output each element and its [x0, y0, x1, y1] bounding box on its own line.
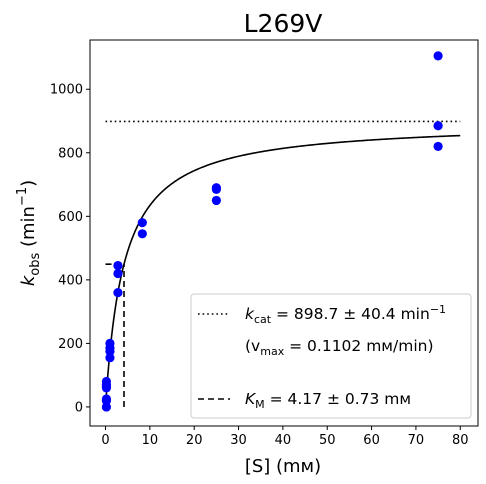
y-axis-label-unit: (min — [18, 206, 39, 253]
x-tick-label: 10 — [142, 433, 159, 448]
legend-km-label: KM = 4.17 ± 0.73 mм — [245, 390, 411, 411]
plot-frame — [89, 39, 479, 427]
plot-area — [101, 51, 461, 412]
y-tick-label: 800 — [58, 146, 83, 161]
data-point — [101, 402, 112, 412]
y-axis-label-sub: obs — [28, 253, 43, 276]
x-tick-label: 40 — [275, 433, 292, 448]
legend-vmax-sub: max — [260, 345, 284, 358]
y-axis-label-unit-sup: −1 — [15, 187, 30, 206]
x-tick-label: 0 — [101, 433, 109, 448]
data-point — [137, 218, 147, 228]
y-tick-label: 0 — [75, 400, 83, 415]
legend-km-sub: M — [255, 398, 265, 411]
chart-title: L269V — [244, 9, 323, 38]
legend-km-main: K — [245, 390, 257, 408]
legend-vmax-post: = 0.1102 mм/min) — [284, 337, 433, 355]
x-axis-label: [S] (mм) — [245, 456, 321, 477]
legend-vmax-pre: (v — [245, 337, 260, 355]
data-point — [113, 268, 123, 279]
legend-km-value: = 4.17 ± 0.73 mм — [265, 390, 411, 408]
x-tick-label: 70 — [408, 433, 425, 448]
data-point — [433, 51, 443, 61]
data-point — [211, 195, 221, 206]
x-tick-label: 50 — [319, 433, 336, 448]
x-tick-label: 80 — [452, 433, 469, 448]
legend-kcat-sub: cat — [254, 313, 272, 326]
y-axis-label: kobs (min−1) — [15, 180, 43, 286]
y-tick-label: 600 — [58, 210, 83, 225]
y-axis-label-unit-close: ) — [18, 180, 39, 187]
legend-vmax-label: (vmax = 0.1102 mм/min) — [245, 337, 434, 358]
legend-kcat-main: k — [245, 305, 255, 323]
data-point — [113, 287, 123, 298]
y-tick-label: 400 — [58, 273, 83, 288]
fit-curve — [104, 134, 461, 407]
legend: kcat = 898.7 ± 40.4 min−1 (vmax = 0.1102… — [190, 293, 472, 419]
x-tick-label: 20 — [186, 433, 203, 448]
data-point — [433, 141, 443, 152]
data-point — [113, 260, 123, 271]
data-point — [137, 229, 147, 239]
legend-kcat-value: = 898.7 ± 40.4 min — [271, 305, 430, 323]
y-axis-label-main: k — [18, 274, 39, 286]
data-point — [105, 353, 115, 363]
data-point — [101, 381, 112, 391]
legend-kcat-label: kcat = 898.7 ± 40.4 min−1 — [245, 303, 446, 326]
data-point — [433, 121, 443, 131]
data-point — [211, 183, 221, 193]
x-tick-label: 30 — [230, 433, 247, 448]
legend-frame — [190, 293, 472, 419]
y-tick-label: 1000 — [50, 83, 83, 98]
x-tick-label: 60 — [363, 433, 380, 448]
y-tick-label: 200 — [58, 337, 83, 352]
data-point — [101, 394, 112, 404]
legend-kcat-sup: −1 — [430, 303, 446, 316]
data-point — [105, 338, 115, 348]
